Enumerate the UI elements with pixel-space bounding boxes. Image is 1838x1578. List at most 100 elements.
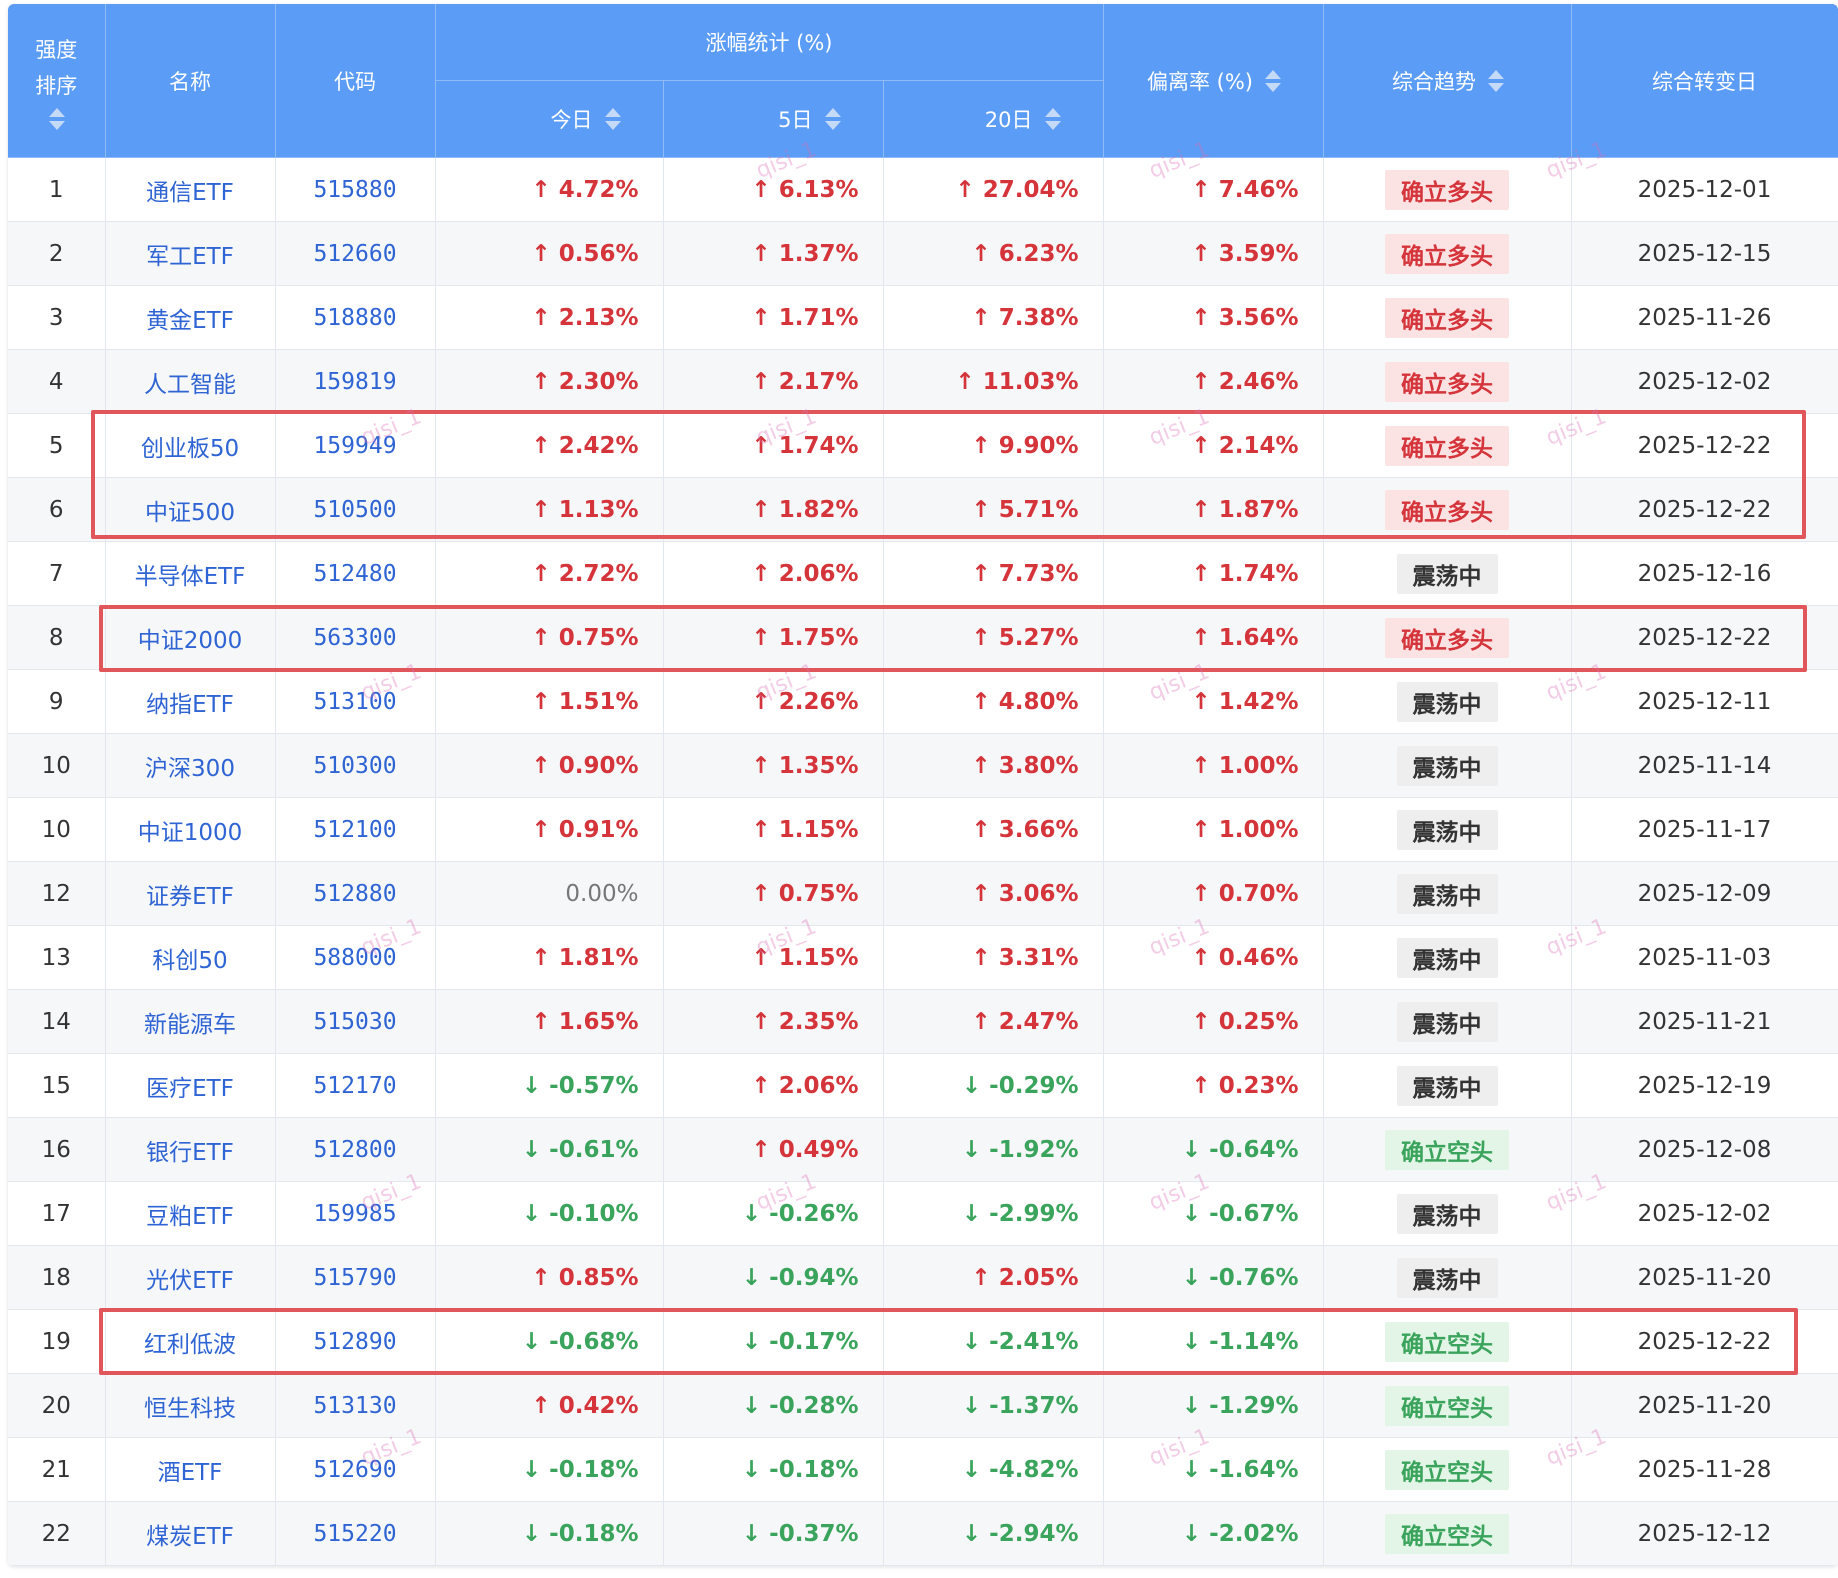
header-today[interactable]: 今日: [435, 80, 664, 158]
rank-cell: 3: [8, 285, 106, 350]
header-deviation[interactable]: 偏离率 (%): [1103, 4, 1324, 158]
etf-name-link[interactable]: 豆粕ETF: [105, 1181, 276, 1246]
etf-name-link[interactable]: 证券ETF: [105, 861, 276, 926]
table-row[interactable]: 17 豆粕ETF 159985 ↓ -0.10% ↓ -0.26% ↓ -2.99% ↓ -…: [8, 1181, 1838, 1246]
etf-code-link[interactable]: 563300: [275, 605, 436, 670]
etf-code-link[interactable]: 510300: [275, 733, 436, 798]
etf-code-link[interactable]: 512880: [275, 861, 436, 926]
etf-name-link[interactable]: 红利低波: [105, 1309, 276, 1374]
etf-code-link[interactable]: 513100: [275, 669, 436, 734]
turn-date-cell: 2025-12-16: [1571, 541, 1838, 606]
table-row[interactable]: 20 恒生科技 513130 ↑ 0.42% ↓ -0.28% ↓ -1.37% ↓ -1.…: [8, 1373, 1838, 1438]
header-5d[interactable]: 5日: [663, 80, 884, 158]
table-row[interactable]: 18 光伏ETF 515790 ↑ 0.85% ↓ -0.94% ↑ 2.05% ↓ -0.…: [8, 1245, 1838, 1310]
trend-badge: 震荡中: [1396, 681, 1498, 722]
five-day-change-cell: ↑ 0.75%: [663, 861, 884, 926]
table-row[interactable]: 10 沪深300 510300 ↑ 0.90% ↑ 1.35% ↑ 3.80% ↑ 1.00…: [8, 733, 1838, 798]
etf-name-link[interactable]: 新能源车: [105, 989, 276, 1054]
etf-name-link[interactable]: 煤炭ETF: [105, 1501, 276, 1566]
table-row[interactable]: 4 人工智能 159819 ↑ 2.30% ↑ 2.17% ↑ 11.03% ↑ 2.46%…: [8, 349, 1838, 414]
table-row[interactable]: 9 纳指ETF 513100 ↑ 1.51% ↑ 2.26% ↑ 4.80% ↑ 1.42%…: [8, 669, 1838, 734]
trend-badge: 确立多头: [1385, 169, 1509, 210]
etf-code-link[interactable]: 159949: [275, 413, 436, 478]
trend-cell: 确立空头: [1323, 1437, 1572, 1502]
etf-code-link[interactable]: 518880: [275, 285, 436, 350]
header-rank[interactable]: 强度 排序: [8, 4, 106, 158]
trend-cell: 确立空头: [1323, 1309, 1572, 1374]
table-row[interactable]: 7 半导体ETF 512480 ↑ 2.72% ↑ 2.06% ↑ 7.73% ↑ 1.74…: [8, 541, 1838, 606]
table-row[interactable]: 5 创业板50 159949 ↑ 2.42% ↑ 1.74% ↑ 9.90% ↑ 2.14%…: [8, 413, 1838, 478]
etf-code-link[interactable]: 515220: [275, 1501, 436, 1566]
deviation-cell: ↑ 0.25%: [1103, 989, 1324, 1054]
etf-code-link[interactable]: 512170: [275, 1053, 436, 1118]
trend-cell: 确立空头: [1323, 1501, 1572, 1566]
trend-cell: 确立多头: [1323, 285, 1572, 350]
header-trend[interactable]: 综合趋势: [1323, 4, 1572, 158]
table-row[interactable]: 21 酒ETF 512690 ↓ -0.18% ↓ -0.18% ↓ -4.82% ↓ -1…: [8, 1437, 1838, 1502]
today-change-cell: ↑ 0.85%: [435, 1245, 664, 1310]
etf-code-link[interactable]: 512100: [275, 797, 436, 862]
deviation-cell: ↑ 3.59%: [1103, 221, 1324, 286]
table-row[interactable]: 19 红利低波 512890 ↓ -0.68% ↓ -0.17% ↓ -2.41% ↓ -1…: [8, 1309, 1838, 1374]
etf-code-link[interactable]: 515030: [275, 989, 436, 1054]
etf-code-link[interactable]: 159985: [275, 1181, 436, 1246]
etf-name-link[interactable]: 中证1000: [105, 797, 276, 862]
sort-icon[interactable]: [824, 108, 841, 130]
etf-code-link[interactable]: 512800: [275, 1117, 436, 1182]
etf-name-link[interactable]: 医疗ETF: [105, 1053, 276, 1118]
etf-code-link[interactable]: 512690: [275, 1437, 436, 1502]
etf-name-link[interactable]: 半导体ETF: [105, 541, 276, 606]
etf-name-link[interactable]: 军工ETF: [105, 221, 276, 286]
table-row[interactable]: 14 新能源车 515030 ↑ 1.65% ↑ 2.35% ↑ 2.47% ↑ 0.25%…: [8, 989, 1838, 1054]
table-row[interactable]: 1 通信ETF 515880 ↑ 4.72% ↑ 6.13% ↑ 27.04% ↑ 7.46…: [8, 157, 1838, 222]
etf-code-link[interactable]: 159819: [275, 349, 436, 414]
deviation-cell: ↑ 1.00%: [1103, 797, 1324, 862]
sort-icon[interactable]: [49, 107, 66, 130]
etf-code-link[interactable]: 512660: [275, 221, 436, 286]
etf-name-link[interactable]: 黄金ETF: [105, 285, 276, 350]
etf-code-link[interactable]: 588000: [275, 925, 436, 990]
etf-name-link[interactable]: 银行ETF: [105, 1117, 276, 1182]
sort-icon[interactable]: [604, 108, 621, 130]
etf-name-link[interactable]: 创业板50: [105, 413, 276, 478]
etf-name-link[interactable]: 纳指ETF: [105, 669, 276, 734]
table-row[interactable]: 15 医疗ETF 512170 ↓ -0.57% ↑ 2.06% ↓ -0.29% ↑ 0.…: [8, 1053, 1838, 1118]
etf-name-link[interactable]: 沪深300: [105, 733, 276, 798]
table-row[interactable]: 16 银行ETF 512800 ↓ -0.61% ↑ 0.49% ↓ -1.92% ↓ -0…: [8, 1117, 1838, 1182]
etf-code-link[interactable]: 515880: [275, 157, 436, 222]
sort-icon[interactable]: [1488, 69, 1504, 92]
etf-name-link[interactable]: 人工智能: [105, 349, 276, 414]
table-row[interactable]: 13 科创50 588000 ↑ 1.81% ↑ 1.15% ↑ 3.31% ↑ 0.46%…: [8, 925, 1838, 990]
etf-code-link[interactable]: 512480: [275, 541, 436, 606]
etf-name-link[interactable]: 通信ETF: [105, 157, 276, 222]
etf-name-link[interactable]: 中证500: [105, 477, 276, 542]
etf-name-link[interactable]: 恒生科技: [105, 1373, 276, 1438]
table-row[interactable]: 6 中证500 510500 ↑ 1.13% ↑ 1.82% ↑ 5.71% ↑ 1.87%…: [8, 477, 1838, 542]
twenty-day-change-cell: ↑ 5.71%: [883, 477, 1104, 542]
table-row[interactable]: 2 军工ETF 512660 ↑ 0.56% ↑ 1.37% ↑ 6.23% ↑ 3.59%…: [8, 221, 1838, 286]
sort-icon[interactable]: [1044, 108, 1061, 130]
table-row[interactable]: 8 中证2000 563300 ↑ 0.75% ↑ 1.75% ↑ 5.27% ↑ 1.64…: [8, 605, 1838, 670]
etf-name-link[interactable]: 光伏ETF: [105, 1245, 276, 1310]
table-row[interactable]: 10 中证1000 512100 ↑ 0.91% ↑ 1.15% ↑ 3.66% ↑ 1.0…: [8, 797, 1838, 862]
etf-name-link[interactable]: 酒ETF: [105, 1437, 276, 1502]
etf-name-link[interactable]: 科创50: [105, 925, 276, 990]
sort-icon[interactable]: [1265, 69, 1281, 92]
deviation-cell: ↓ -1.14%: [1103, 1309, 1324, 1374]
table-row[interactable]: 22 煤炭ETF 515220 ↓ -0.18% ↓ -0.37% ↓ -2.94% ↓ -…: [8, 1501, 1838, 1566]
header-turn-date-label: 综合转变日: [1652, 69, 1757, 94]
etf-code-link[interactable]: 512890: [275, 1309, 436, 1374]
table-row[interactable]: 3 黄金ETF 518880 ↑ 2.13% ↑ 1.71% ↑ 7.38% ↑ 3.56%…: [8, 285, 1838, 350]
etf-code-link[interactable]: 510500: [275, 477, 436, 542]
table-row[interactable]: 12 证券ETF 512880 0.00% ↑ 0.75% ↑ 3.06% ↑ 0.70% 震…: [8, 861, 1838, 926]
rank-cell: 13: [8, 925, 106, 990]
today-change-cell: ↓ -0.61%: [435, 1117, 664, 1182]
today-change-cell: ↓ -0.57%: [435, 1053, 664, 1118]
etf-code-link[interactable]: 515790: [275, 1245, 436, 1310]
rank-cell: 12: [8, 861, 106, 926]
deviation-cell: ↓ -2.02%: [1103, 1501, 1324, 1566]
etf-code-link[interactable]: 513130: [275, 1373, 436, 1438]
header-20d[interactable]: 20日: [883, 80, 1104, 158]
rank-cell: 9: [8, 669, 106, 734]
etf-name-link[interactable]: 中证2000: [105, 605, 276, 670]
